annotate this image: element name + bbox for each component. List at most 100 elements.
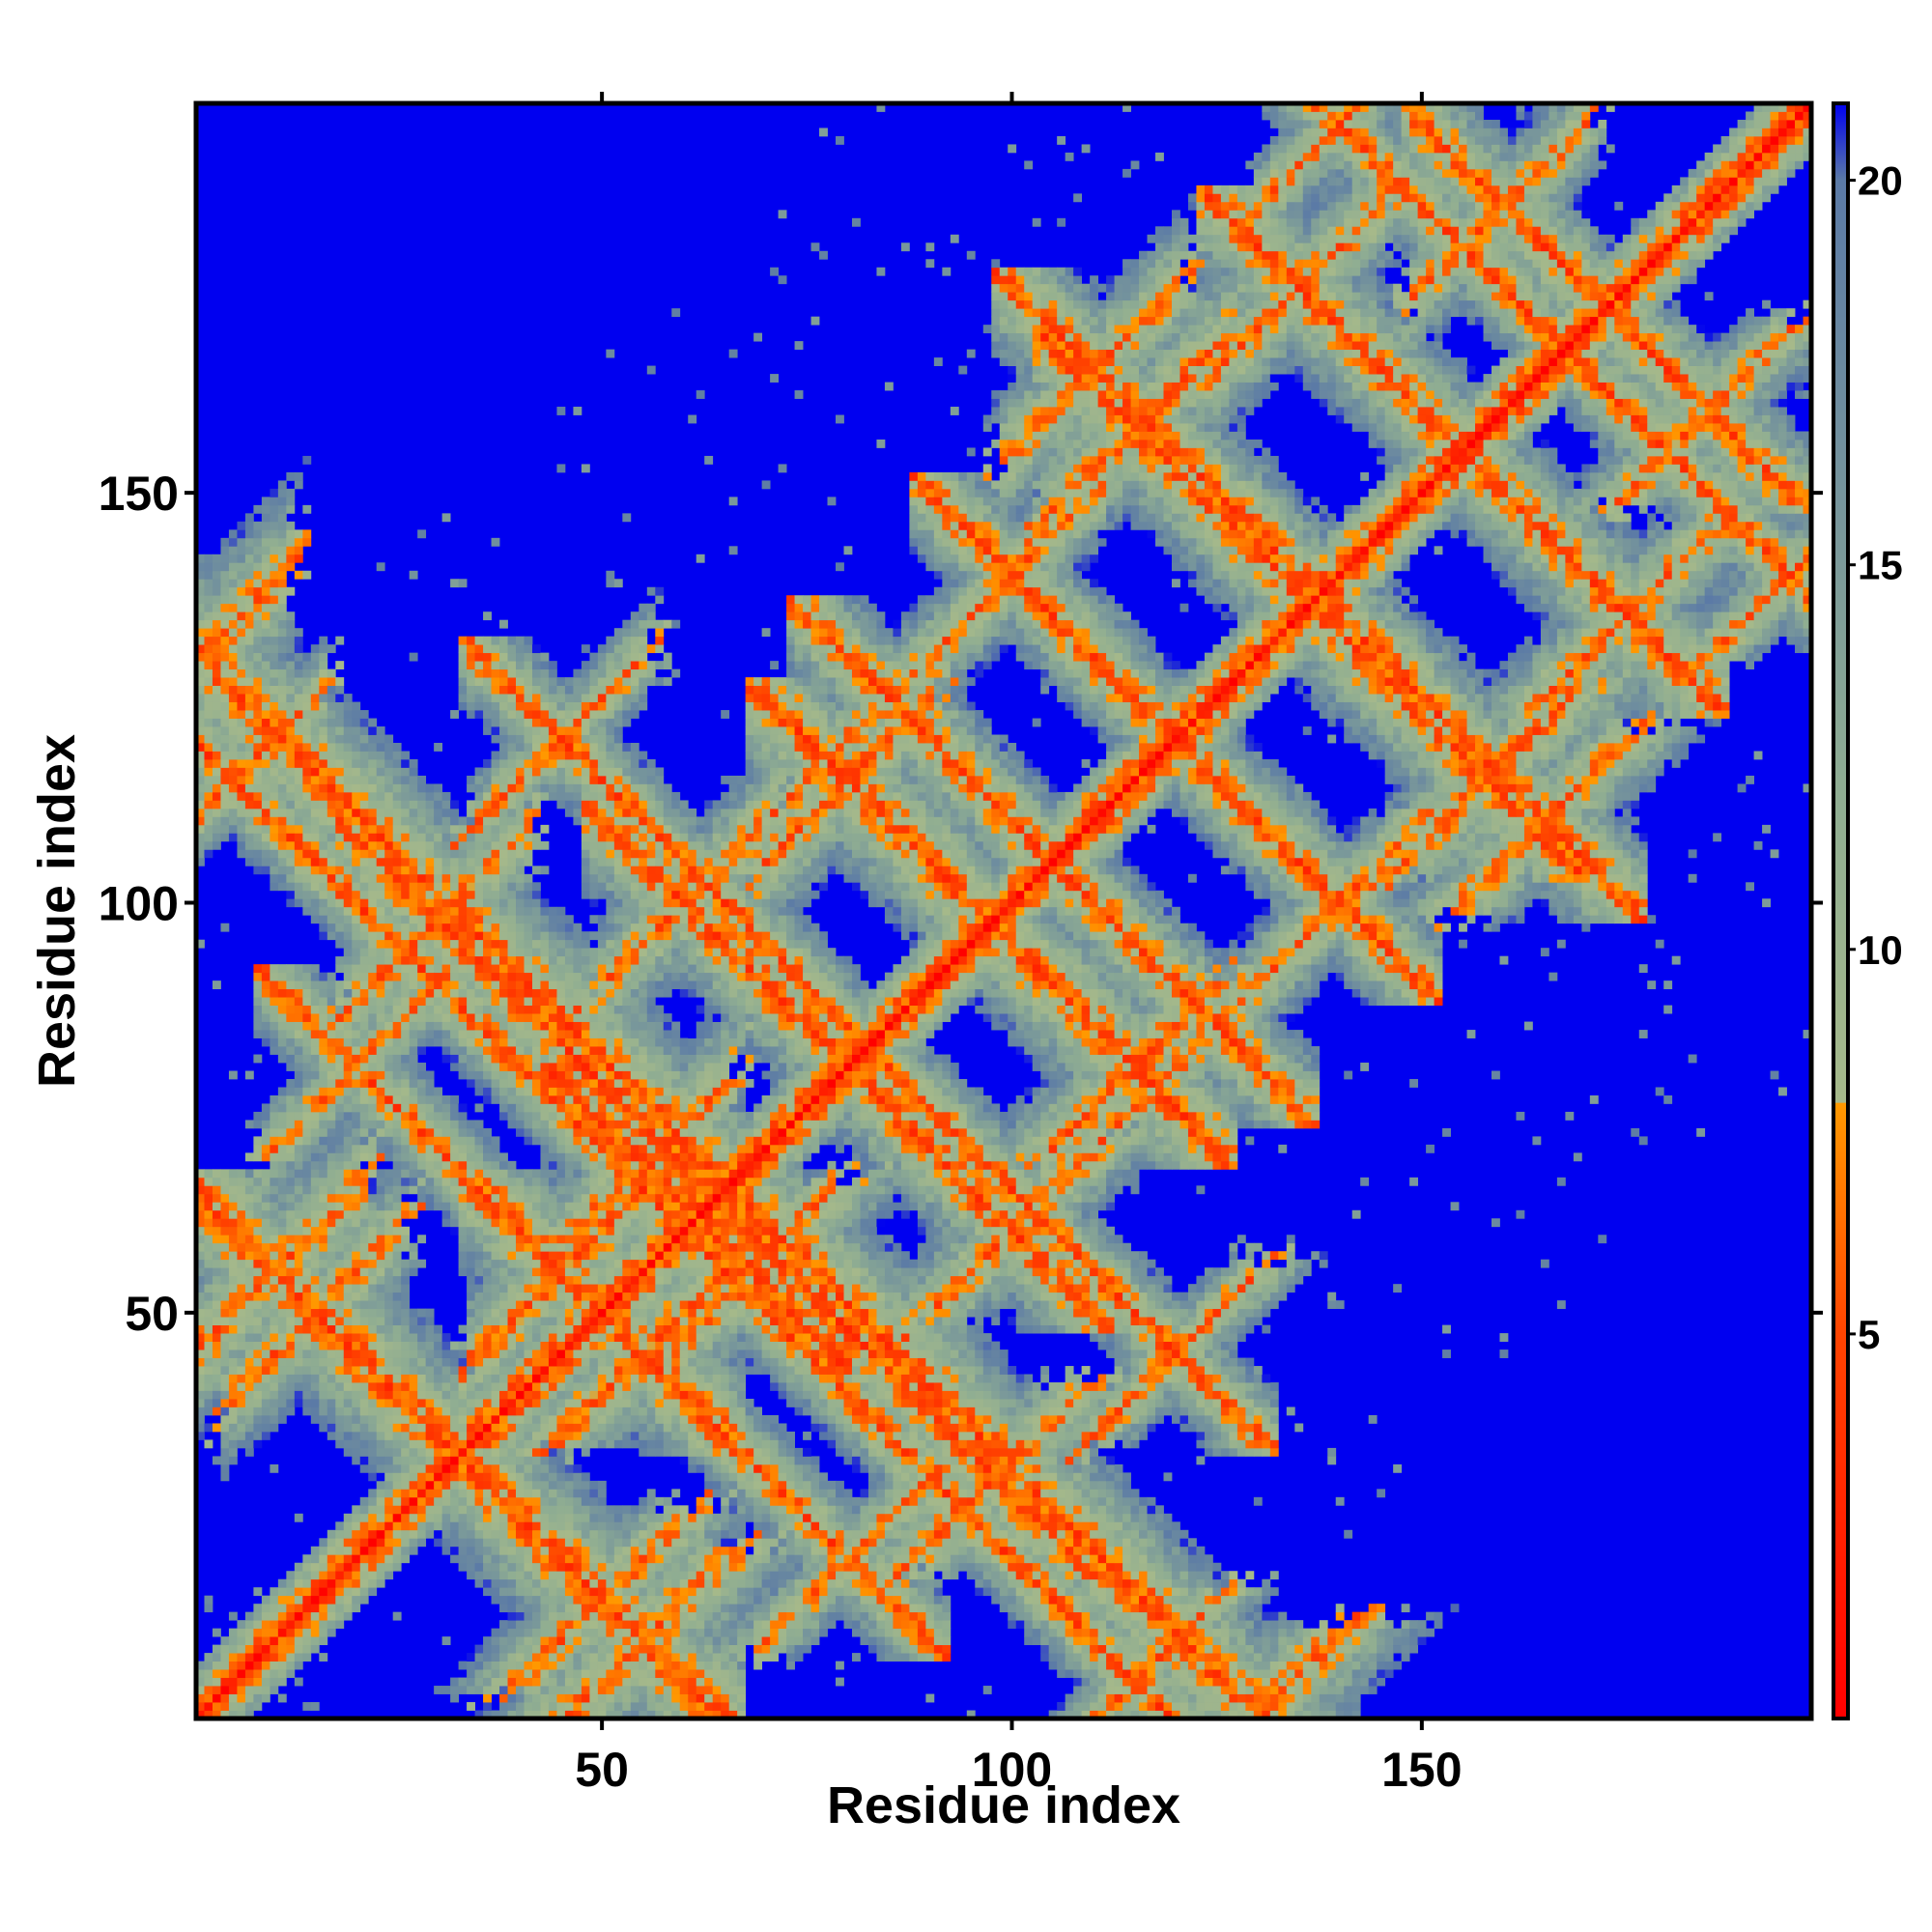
heatmap-cell [499,1686,508,1694]
heatmap-cell [761,1653,771,1662]
heatmap-cell [196,1284,205,1293]
heatmap-cell [417,1505,427,1515]
heatmap-cell [1171,1686,1180,1694]
heatmap-cell [261,988,270,998]
heatmap-cell [359,1284,369,1293]
heatmap-cell [663,1595,672,1605]
heatmap-cell [630,1604,639,1613]
heatmap-cell [368,1209,378,1219]
heatmap-cell [1065,1604,1074,1613]
heatmap-cell [401,1341,411,1350]
heatmap-cell [196,840,205,850]
heatmap-cell [294,668,303,678]
heatmap-cell [909,1636,919,1646]
heatmap-cell [261,603,270,612]
heatmap-cell [392,1513,402,1522]
heatmap-cell [270,694,279,702]
heatmap-cell [244,586,254,596]
heatmap-cell [376,997,385,1007]
heatmap-cell [270,1382,279,1391]
heatmap-cell [286,857,296,867]
heatmap-cell [721,1538,730,1548]
heatmap-cell [253,1275,263,1285]
heatmap-cell [646,1644,656,1654]
heatmap-cell [589,1571,599,1580]
heatmap-cell [786,1604,795,1613]
heatmap-cell [352,1005,361,1014]
heatmap-cell [286,1087,296,1096]
heatmap-cell [1106,1644,1115,1654]
heatmap-cell [1196,1636,1206,1646]
heatmap-cell [196,1710,205,1719]
heatmap-cell [359,931,369,941]
heatmap-cell [597,1661,607,1670]
heatmap-cell [728,1644,738,1654]
heatmap-cell [253,1423,263,1433]
heatmap-cell [770,1644,779,1654]
heatmap-cell [803,1595,811,1605]
heatmap-cell [1106,1521,1115,1531]
heatmap-cell [516,1710,525,1719]
heatmap-cell [491,1562,500,1572]
heatmap-cell [220,1235,230,1244]
heatmap-cell [261,980,270,990]
heatmap-cell [294,840,303,850]
heatmap-cell [244,743,254,752]
heatmap-cell [384,980,394,990]
heatmap-cell [884,1636,894,1646]
heatmap-cell [688,1546,697,1555]
heatmap-cell [737,1496,747,1506]
heatmap-cell [294,1620,303,1630]
heatmap-cell [564,1653,574,1662]
heatmap-cell [516,1587,525,1597]
heatmap-cell [982,1578,992,1588]
heatmap-cell [277,1406,287,1416]
heatmap-cell [310,661,320,670]
heatmap-cell [1335,1604,1345,1613]
heatmap-cell [1048,1611,1058,1621]
heatmap-cell [319,1127,328,1137]
heatmap-cell [310,718,320,727]
heatmap-cell [204,758,213,768]
heatmap-cell [958,1554,968,1564]
heatmap-cell [524,1554,533,1564]
heatmap-cell [1335,1628,1345,1637]
heatmap-cell [277,1251,287,1261]
heatmap-cell [352,1259,361,1268]
heatmap-cell [220,1390,230,1400]
heatmap-cell [663,1669,672,1678]
heatmap-cell [294,1193,303,1203]
heatmap-cell [261,694,270,702]
heatmap-cell [392,1177,402,1186]
heatmap-cell [294,1513,303,1522]
heatmap-cell [261,1333,270,1342]
heatmap-cell [401,1152,411,1162]
heatmap-cell [1090,1546,1099,1555]
heatmap-cell [212,1324,221,1334]
heatmap-cell [244,1423,254,1433]
heatmap-cell [1220,1620,1230,1630]
heatmap-cell [294,1046,303,1055]
heatmap-cell [696,1636,705,1646]
heatmap-cell [359,1341,369,1350]
heatmap-cell [1032,1620,1041,1630]
heatmap-cell [376,1571,385,1580]
heatmap-cell [368,1120,378,1129]
heatmap-cell [228,652,238,662]
heatmap-cell [196,1431,205,1440]
heatmap-cell [204,562,213,572]
heatmap-cell [1097,1562,1107,1572]
heatmap-cell [261,1653,270,1662]
heatmap-cell [253,1350,263,1358]
heatmap-cell [876,1505,886,1515]
heatmap-cell [507,1587,517,1597]
heatmap-cell [876,1595,886,1605]
heatmap-cell [244,537,254,547]
heatmap-cell [310,1046,320,1055]
heatmap-cell [573,1571,582,1580]
heatmap-cell [384,1357,394,1367]
heatmap-cell [876,1529,886,1539]
heatmap-cell [335,1218,345,1228]
heatmap-cell [655,1521,665,1531]
heatmap-cell [359,1030,369,1038]
